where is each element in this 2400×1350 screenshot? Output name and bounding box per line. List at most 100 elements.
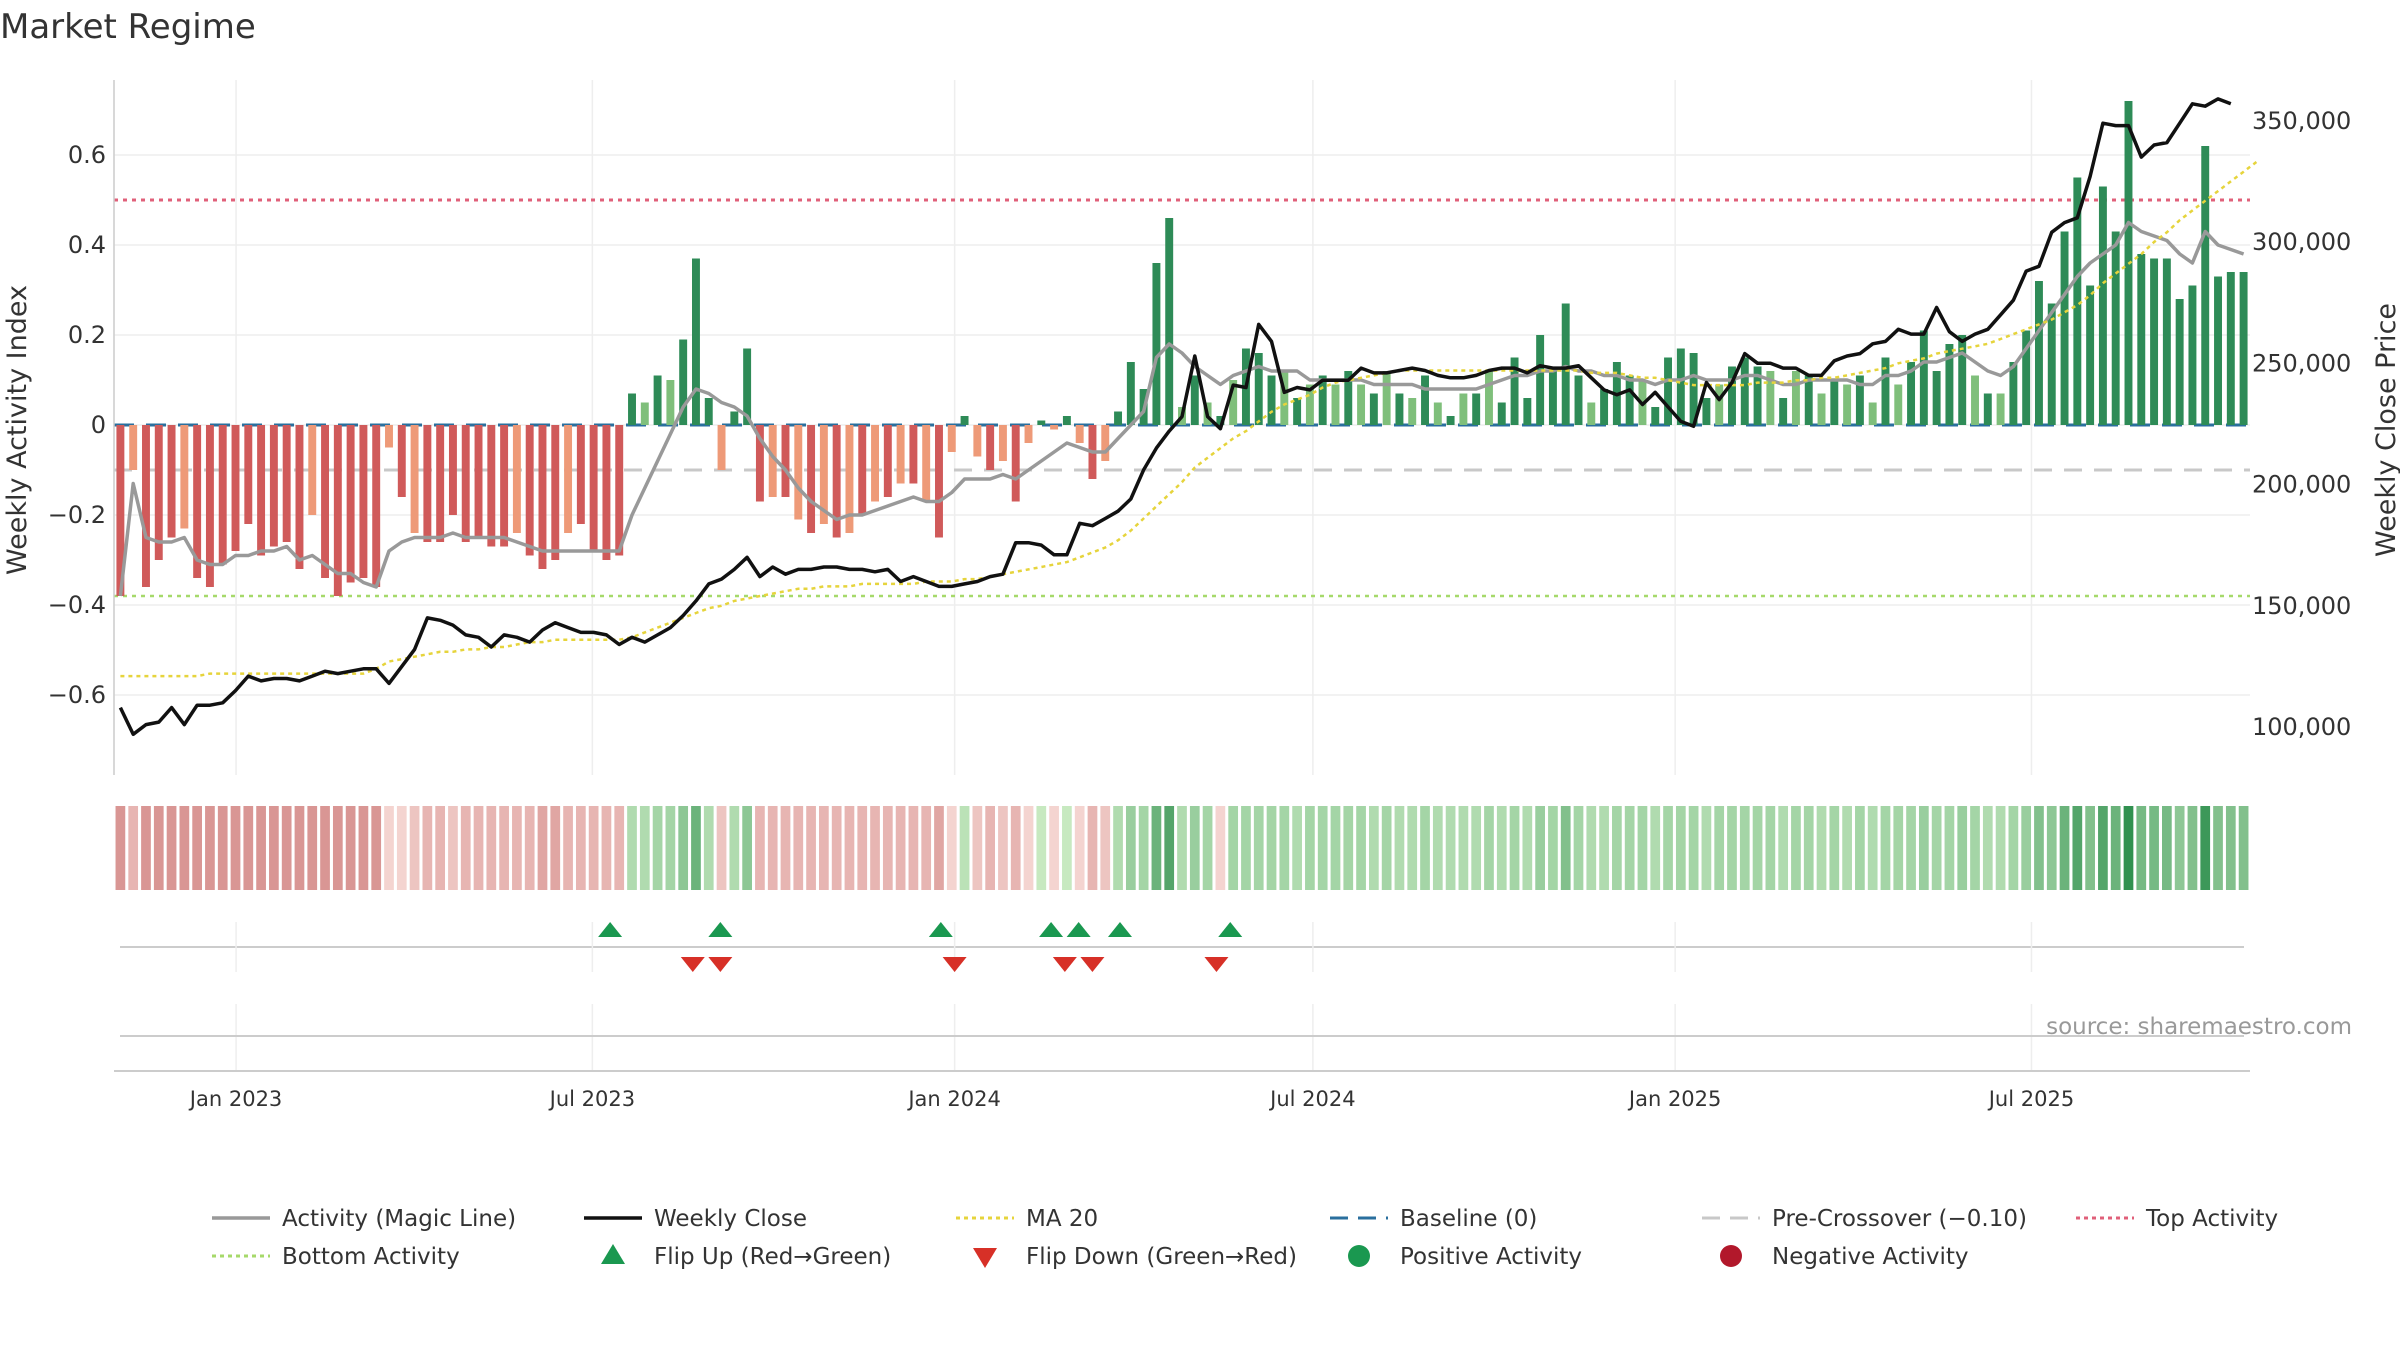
heat-strip-cell-71 [1023, 806, 1034, 890]
activity-bar-125 [1715, 384, 1724, 425]
activity-bar-114 [1574, 375, 1583, 425]
chart-title: Market Regime [0, 7, 256, 47]
activity-bar-77 [1101, 425, 1110, 461]
flip-signals-panel [120, 922, 2244, 972]
heat-strip-cell-152 [2059, 806, 2070, 890]
activity-bar-49 [743, 348, 752, 425]
activity-bar-139 [1894, 384, 1903, 425]
activity-bar-151 [2047, 303, 2056, 425]
x-tick-label: Jan 2025 [1627, 1087, 1722, 1111]
series-lines [118, 97, 2258, 737]
heat-strip-cell-93 [1305, 806, 1315, 890]
heat-strip-cell-14 [294, 806, 305, 890]
heat-strip-cell-97 [1356, 806, 1366, 890]
legend-item-8: Flip Down (Green→Red) [973, 1244, 1297, 1270]
activity-bar-22 [397, 425, 406, 497]
y2-tick-label: 100,000 [2252, 713, 2351, 741]
activity-bar-38 [602, 425, 611, 560]
activity-bar-142 [1932, 371, 1941, 425]
heat-strip-cell-116 [1599, 806, 1609, 890]
heat-strip-cell-21 [384, 806, 394, 890]
legend-item-4: Pre-Crossover (−0.10) [1702, 1206, 2027, 1232]
heat-strip-cell-118 [1624, 806, 1635, 890]
heat-strip-cell-37 [588, 806, 599, 890]
heat-strip-cell-8 [217, 806, 228, 890]
heat-strip-cell-13 [281, 806, 292, 890]
activity-bar-154 [2086, 285, 2095, 425]
heat-strip-cell-58 [857, 806, 868, 890]
activity-bar-96 [1344, 371, 1353, 425]
heat-strip-cell-73 [1049, 806, 1059, 890]
heat-strip-cell-162 [2187, 806, 2198, 890]
heat-strip-cell-129 [1765, 806, 1776, 890]
activity-bar-42 [653, 375, 662, 425]
heat-strip-cell-18 [345, 806, 356, 890]
heat-strip-cell-151 [2046, 806, 2057, 890]
heat-strip-cell-80 [1138, 806, 1149, 890]
flip-up-marker-1 [708, 922, 733, 937]
activity-bar-135 [1843, 384, 1852, 425]
legend-label: Bottom Activity [282, 1244, 460, 1270]
activity-bar-73 [1050, 425, 1059, 430]
legend-swatch [973, 1248, 997, 1268]
y2-tick-label: 300,000 [2252, 228, 2351, 256]
y2-tick-label: 350,000 [2252, 107, 2351, 135]
activity-bar-137 [1868, 402, 1877, 425]
activity-bar-16 [321, 425, 330, 578]
activity-bar-86 [1216, 416, 1225, 425]
heat-strip-cell-5 [179, 806, 190, 890]
heat-strip-cell-60 [882, 806, 893, 890]
activity-bar-112 [1548, 371, 1557, 425]
legend-item-3: Baseline (0) [1330, 1206, 1537, 1232]
activity-bar-33 [538, 425, 547, 569]
heat-strip-cell-3 [153, 806, 164, 890]
activity-bar-152 [2060, 231, 2069, 425]
heat-strip-cell-128 [1752, 806, 1763, 890]
heat-strip-cell-81 [1151, 806, 1162, 890]
activity-bar-32 [525, 425, 534, 556]
heat-strip-cell-44 [678, 806, 689, 890]
legend-item-9: Positive Activity [1348, 1244, 1582, 1270]
heat-strip-cell-114 [1573, 806, 1584, 890]
heat-strip-cell-59 [870, 806, 880, 890]
heat-strip-cell-98 [1368, 806, 1379, 890]
left-y-ticks: −0.6 −0.4 −0.2 0 0.2 0.4 0.6 [48, 141, 106, 709]
legend-label: Negative Activity [1772, 1244, 1969, 1270]
activity-bar-58 [858, 425, 867, 515]
activity-bar-93 [1305, 384, 1314, 425]
heat-strip-cell-4 [166, 806, 177, 890]
heat-strip-cell-26 [448, 806, 458, 890]
heat-strip-cell-163 [2200, 806, 2211, 890]
activity-bar-48 [730, 411, 739, 425]
activity-bar-0 [116, 425, 125, 596]
activity-bar-105 [1459, 393, 1468, 425]
activity-bar-75 [1075, 425, 1084, 443]
heat-strip-cell-40 [627, 806, 637, 890]
heat-strip-cell-107 [1484, 806, 1494, 890]
heat-strip-cell-82 [1164, 806, 1175, 890]
heat-strip-cell-110 [1522, 806, 1533, 890]
right-y-axis-label: Weekly Close Price [2371, 303, 2400, 557]
activity-bar-37 [589, 425, 598, 551]
heat-strip-cell-102 [1420, 806, 1430, 890]
heat-strip-cell-144 [1957, 806, 1968, 890]
heat-strip-cell-95 [1330, 806, 1341, 890]
activity-bar-57 [845, 425, 854, 533]
activity-bar-51 [768, 425, 777, 497]
activity-bar-44 [679, 339, 688, 425]
activity-bar-67 [973, 425, 982, 457]
heat-strip-cell-134 [1829, 806, 1840, 890]
legend-label: Activity (Magic Line) [282, 1206, 516, 1232]
heat-strip-cell-55 [819, 806, 829, 890]
activity-bar-71 [1024, 425, 1033, 443]
activity-bar-89 [1254, 353, 1263, 425]
heat-strip-cell-147 [1995, 806, 2006, 890]
activity-bar-90 [1267, 375, 1276, 425]
x-tick-label: Jan 2023 [188, 1087, 283, 1111]
heat-strip-cell-10 [243, 806, 254, 890]
heat-strip-cell-155 [2098, 806, 2108, 890]
heat-strip-cell-51 [767, 806, 778, 890]
heat-strip-cell-149 [2021, 806, 2032, 890]
activity-bar-7 [205, 425, 214, 587]
